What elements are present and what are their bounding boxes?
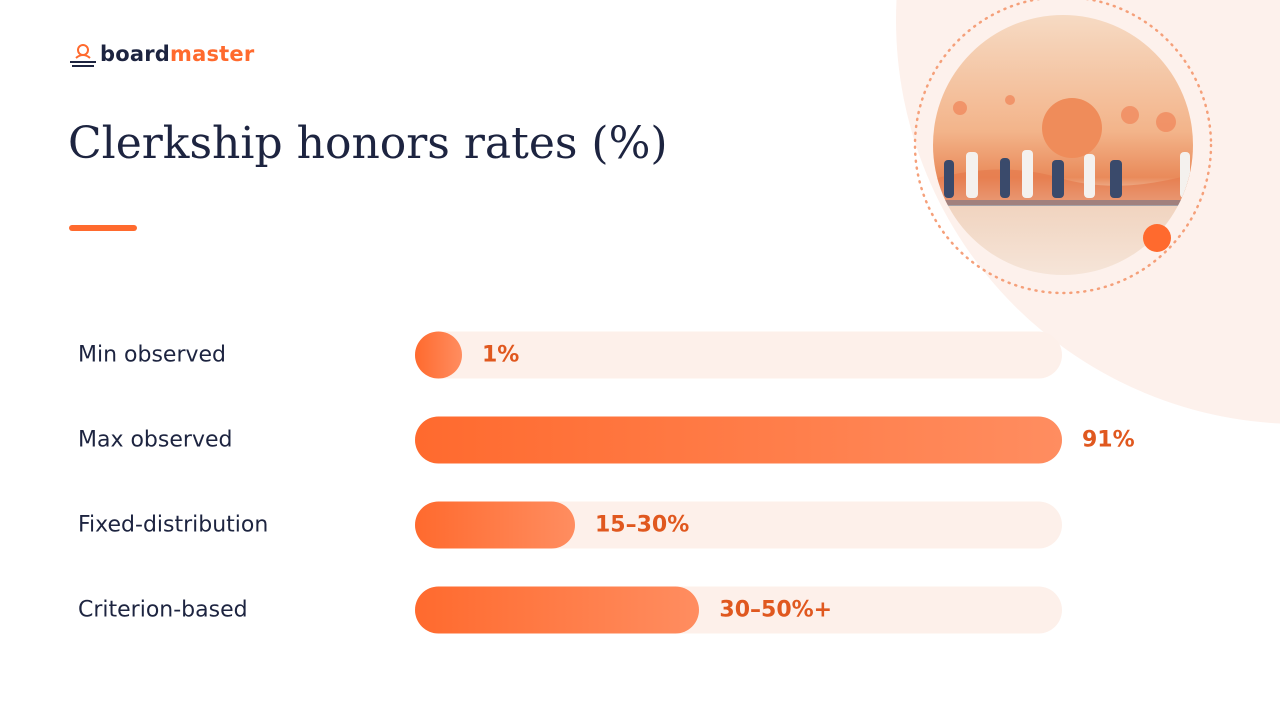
- category-label: Criterion-based: [78, 597, 248, 623]
- logo-text: board: [100, 42, 171, 66]
- logo-text: master: [170, 42, 255, 66]
- category-label: Fixed-distribution: [78, 512, 269, 538]
- bar: [415, 586, 700, 634]
- logo: boardmaster: [100, 42, 254, 66]
- value-label: 30–50%+: [719, 597, 833, 623]
- category-label: Min observed: [78, 342, 227, 368]
- value-label: 91%: [1082, 427, 1135, 453]
- bar-track: [415, 331, 1062, 379]
- chart-title: Clerkship honors rates (%): [68, 118, 668, 169]
- bar: [415, 501, 575, 549]
- accent-line: [69, 225, 137, 231]
- bar: [415, 331, 462, 379]
- value-label: 15–30%: [594, 512, 690, 538]
- category-label: Max observed: [78, 427, 233, 453]
- bar: [415, 416, 1062, 464]
- value-label: 1%: [482, 342, 520, 368]
